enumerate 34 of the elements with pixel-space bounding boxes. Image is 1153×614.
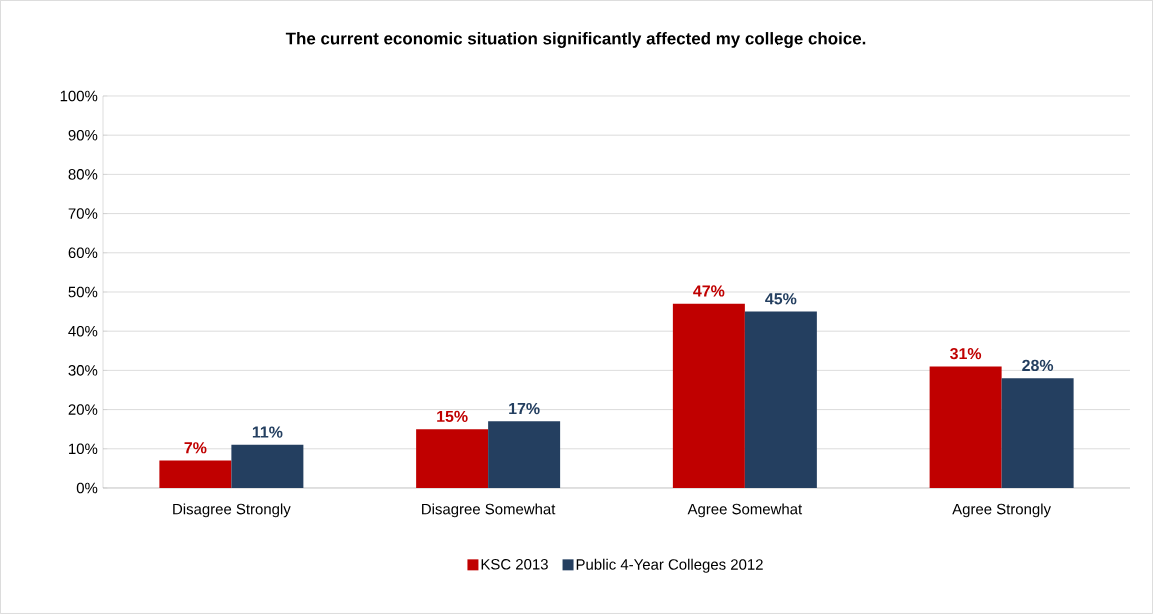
data-label: 15% (437, 410, 468, 423)
data-label: 11% (252, 426, 283, 438)
chart-title: The current economic situation significantly affected my college choice. (285, 32, 866, 48)
data-label: 7% (184, 442, 207, 454)
y-tick-label: 10% (69, 443, 98, 455)
y-tick-label: 100% (60, 90, 98, 102)
bar (416, 429, 489, 488)
legend-label: KSC 2013 (481, 559, 548, 570)
y-tick-label: 30% (68, 365, 98, 376)
y-tick-label: 20% (68, 404, 98, 415)
data-label: 17% (509, 402, 540, 415)
bar (929, 366, 1002, 488)
y-tick-label: 70% (68, 208, 98, 219)
y-tick-label: 80% (68, 169, 98, 180)
y-tick-label: 60% (68, 247, 98, 259)
bar (744, 311, 817, 488)
data-label: 28% (1022, 359, 1054, 372)
bar (1001, 378, 1074, 488)
x-tick-label: Disagree Strongly (173, 503, 291, 518)
bar (231, 444, 304, 488)
x-tick-label: Agree Strongly (952, 503, 1051, 518)
y-tick-label: 50% (68, 286, 98, 298)
x-tick-label: Disagree Somewhat (422, 503, 556, 518)
x-tick-label: Agree Somewhat (687, 503, 803, 518)
legend-label: Public 4-Year Colleges 2012 (576, 558, 763, 573)
data-label: 31% (950, 347, 982, 360)
y-tick-label: 90% (68, 129, 98, 141)
data-label: 47% (693, 285, 725, 297)
y-tick-label: 40% (68, 325, 98, 337)
data-label: 45% (765, 293, 797, 305)
y-tick-label: 0% (76, 482, 98, 494)
bar (159, 460, 232, 488)
bar (488, 421, 561, 488)
bar (672, 303, 745, 488)
